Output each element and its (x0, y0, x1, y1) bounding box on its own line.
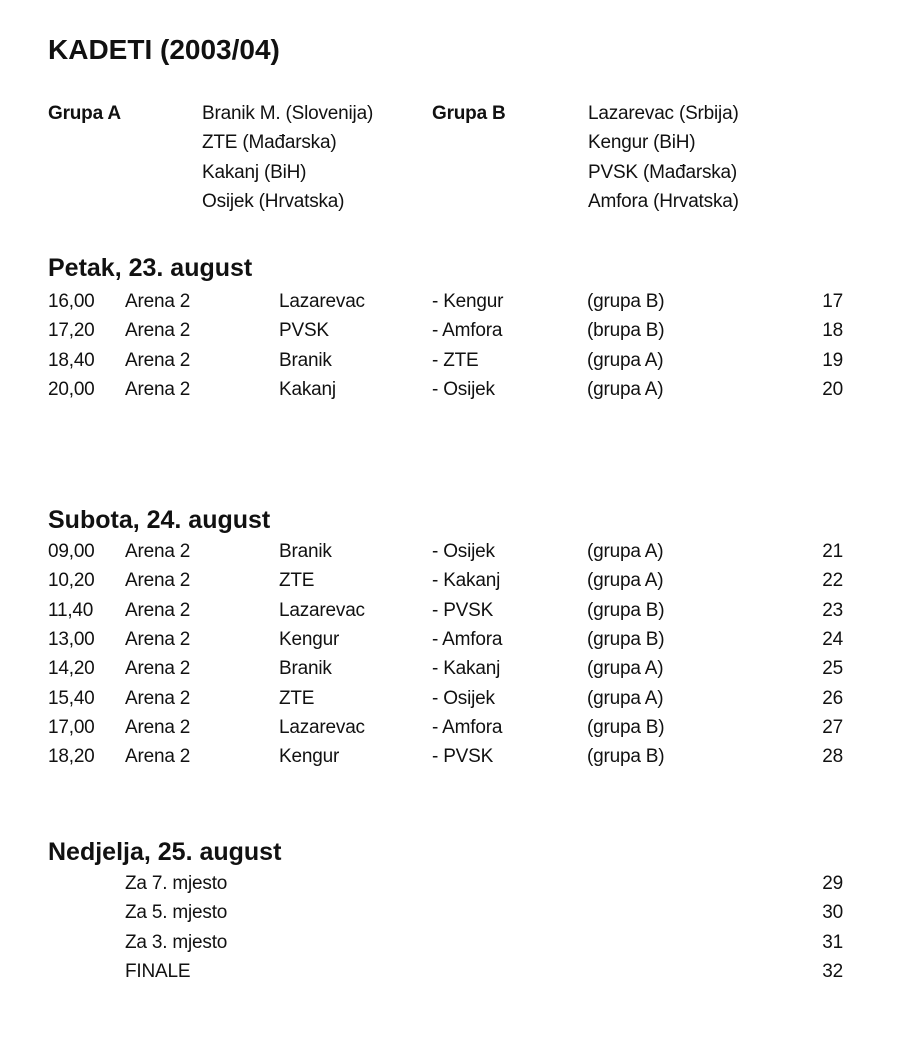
group-label: Grupa B (432, 103, 506, 124)
match-home: ZTE (279, 687, 315, 709)
match-group: (grupa A) (587, 541, 664, 562)
match-away: - Kengur (432, 291, 504, 312)
group-team: Kengur (BiH) (588, 132, 696, 154)
match-group: (brupa B) (587, 320, 665, 342)
match-away: - Osijek (432, 687, 495, 709)
match-label: FINALE (125, 960, 191, 982)
match-home: Lazarevac (279, 599, 365, 621)
match-number: 21 (822, 541, 843, 562)
match-venue: Arena 2 (125, 291, 191, 312)
match-time: 20,00 (48, 378, 95, 400)
match-time: 11,40 (48, 599, 94, 621)
match-number: 25 (822, 658, 843, 680)
match-away: - Kakanj (432, 570, 501, 592)
match-number: 30 (822, 902, 843, 924)
match-group: (grupa B) (587, 716, 665, 738)
match-home: Branik (279, 658, 332, 680)
match-venue: Arena 2 (125, 599, 191, 621)
match-time: 18,20 (48, 746, 95, 768)
match-group: (grupa A) (587, 658, 664, 680)
match-away: - Amfora (432, 320, 503, 342)
match-number: 17 (822, 291, 843, 312)
match-home: ZTE (279, 570, 315, 592)
match-away: - ZTE (432, 349, 479, 371)
match-number: 29 (822, 873, 843, 894)
match-time: 13,00 (48, 628, 95, 650)
match-number: 22 (822, 570, 843, 592)
day-heading: Nedjelja, 25. august (48, 838, 282, 866)
match-label: Za 3. mjesto (125, 931, 228, 953)
match-group: (grupa A) (587, 378, 664, 400)
match-venue: Arena 2 (125, 716, 191, 738)
match-venue: Arena 2 (125, 746, 191, 768)
match-number: 18 (822, 320, 843, 342)
match-group: (grupa A) (587, 349, 664, 371)
match-home: Lazarevac (279, 291, 365, 312)
match-venue: Arena 2 (125, 658, 191, 680)
match-group: (grupa B) (587, 599, 665, 621)
match-home: Kengur (279, 628, 340, 650)
group-team: PVSK (Mađarska) (588, 161, 738, 183)
page-title: KADETI (2003/04) (48, 34, 280, 65)
match-number: 31 (822, 931, 843, 953)
day-heading: Subota, 24. august (48, 506, 271, 534)
match-time: 18,40 (48, 349, 95, 371)
match-group: (grupa A) (587, 570, 664, 592)
group-team: Osijek (Hrvatska) (202, 190, 345, 212)
group-team: Amfora (Hrvatska) (588, 190, 739, 212)
match-time: 17,20 (48, 320, 95, 342)
match-number: 32 (822, 960, 843, 982)
group-team: Lazarevac (Srbija) (588, 103, 739, 124)
match-number: 28 (822, 746, 843, 768)
match-away: - Osijek (432, 541, 495, 562)
match-time: 15,40 (48, 687, 95, 709)
match-away: - Kakanj (432, 658, 501, 680)
match-venue: Arena 2 (125, 628, 191, 650)
match-venue: Arena 2 (125, 687, 191, 709)
match-venue: Arena 2 (125, 541, 191, 562)
match-home: Kakanj (279, 378, 336, 400)
match-home: Lazarevac (279, 716, 365, 738)
match-number: 24 (822, 628, 843, 650)
match-away: - Osijek (432, 378, 495, 400)
group-team: Branik M. (Slovenija) (202, 103, 374, 124)
match-time: 14,20 (48, 658, 95, 680)
match-away: - PVSK (432, 599, 494, 621)
match-home: Kengur (279, 746, 340, 768)
match-group: (grupa B) (587, 746, 665, 768)
day-heading: Petak, 23. august (48, 254, 253, 282)
match-group: (grupa B) (587, 628, 665, 650)
match-away: - PVSK (432, 746, 494, 768)
match-group: (grupa A) (587, 687, 664, 709)
match-time: 09,00 (48, 541, 95, 562)
match-away: - Amfora (432, 628, 503, 650)
match-number: 23 (822, 599, 843, 621)
group-team: ZTE (Mađarska) (202, 132, 337, 154)
match-venue: Arena 2 (125, 378, 191, 400)
match-away: - Amfora (432, 716, 503, 738)
match-number: 27 (822, 716, 843, 738)
match-time: 10,20 (48, 570, 95, 592)
match-home: Branik (279, 541, 332, 562)
match-number: 20 (822, 378, 843, 400)
match-time: 17,00 (48, 716, 95, 738)
match-number: 19 (822, 349, 843, 371)
match-number: 26 (822, 687, 843, 709)
match-group: (grupa B) (587, 291, 665, 312)
match-venue: Arena 2 (125, 320, 191, 342)
match-venue: Arena 2 (125, 570, 191, 592)
match-label: Za 7. mjesto (125, 873, 228, 894)
match-home: Branik (279, 349, 332, 371)
match-home: PVSK (279, 320, 329, 342)
match-time: 16,00 (48, 291, 95, 312)
match-label: Za 5. mjesto (125, 902, 228, 924)
group-team: Kakanj (BiH) (202, 161, 307, 183)
match-venue: Arena 2 (125, 349, 191, 371)
group-label: Grupa A (48, 103, 121, 124)
